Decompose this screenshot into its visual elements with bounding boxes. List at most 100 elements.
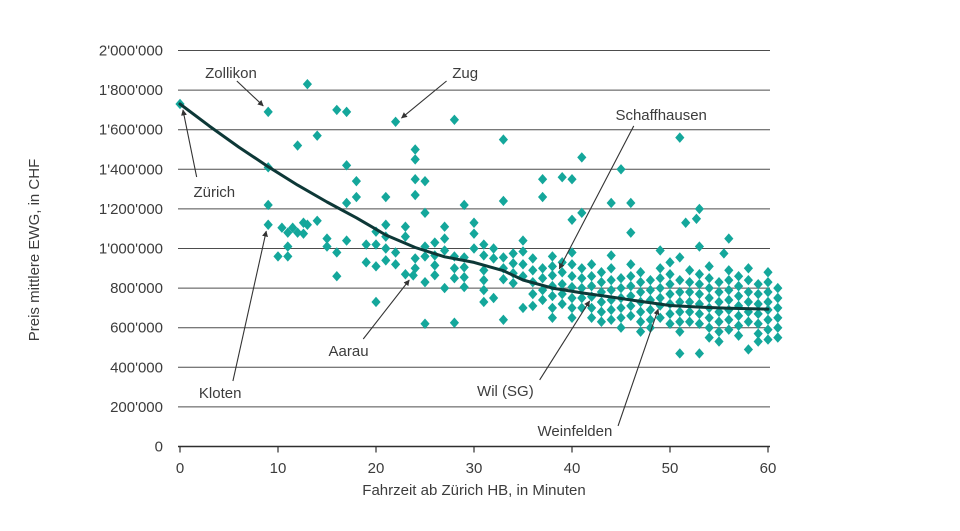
- data-point: [277, 222, 287, 233]
- data-point: [596, 296, 606, 308]
- data-point: [714, 336, 724, 347]
- annotation-label-aarau: Aarau: [329, 343, 369, 360]
- data-point: [763, 314, 773, 325]
- data-point: [420, 276, 430, 288]
- data-point: [371, 239, 381, 250]
- data-point: [626, 197, 636, 209]
- data-point: [724, 314, 734, 325]
- data-point: [567, 174, 577, 185]
- data-point: [645, 274, 655, 286]
- data-point: [763, 324, 773, 335]
- data-point: [518, 259, 528, 270]
- data-point: [408, 270, 418, 281]
- data-point: [704, 332, 714, 343]
- data-point: [606, 314, 616, 325]
- data-point: [655, 263, 665, 274]
- data-point: [763, 286, 773, 298]
- annotation-arrow-zuerich: [181, 109, 198, 178]
- data-point: [587, 302, 597, 314]
- y-axis-title: Preis mittlere EWG, in CHF: [26, 158, 43, 342]
- x-tick-label: 20: [368, 460, 385, 477]
- data-point: [753, 308, 763, 320]
- annotation-arrow-kloten: [232, 230, 268, 382]
- data-point: [479, 250, 489, 261]
- data-point: [538, 273, 548, 284]
- data-point: [606, 250, 616, 261]
- data-point: [263, 219, 273, 230]
- data-point: [567, 312, 577, 323]
- data-point: [773, 312, 783, 323]
- data-point: [400, 231, 410, 242]
- data-point: [273, 251, 283, 262]
- data-point: [381, 191, 391, 203]
- data-point: [724, 265, 734, 276]
- data-point: [498, 252, 508, 263]
- data-point: [626, 300, 636, 312]
- data-point: [577, 273, 587, 284]
- data-point: [293, 140, 303, 151]
- data-point: [616, 322, 626, 333]
- data-point: [440, 233, 450, 244]
- data-point: [685, 306, 695, 318]
- data-point: [518, 302, 528, 314]
- data-point: [498, 263, 508, 274]
- data-point: [724, 274, 734, 286]
- data-point: [773, 302, 783, 314]
- data-point: [381, 219, 391, 230]
- data-point: [547, 270, 557, 281]
- data-point: [528, 300, 538, 312]
- data-point: [538, 284, 548, 296]
- data-point: [288, 222, 298, 233]
- data-point: [704, 282, 714, 294]
- data-point: [587, 259, 597, 270]
- x-tick-label: 0: [176, 460, 184, 477]
- annotation-arrow-schaffhausen: [558, 125, 635, 270]
- data-point: [743, 286, 753, 298]
- data-point: [606, 197, 616, 209]
- data-point: [734, 271, 744, 282]
- y-tick-label: 400'000: [110, 359, 163, 376]
- data-point: [391, 247, 401, 258]
- data-point: [685, 286, 695, 298]
- data-point: [753, 278, 763, 290]
- data-point: [469, 228, 479, 239]
- data-point: [685, 316, 695, 327]
- data-point: [440, 282, 450, 294]
- data-point: [704, 322, 714, 333]
- data-point: [616, 273, 626, 284]
- y-tick-label: 1'800'000: [99, 82, 163, 99]
- data-point: [753, 318, 763, 329]
- data-point: [322, 233, 332, 244]
- data-point: [567, 302, 577, 314]
- annotation-label-wil-sg: Wil (SG): [477, 383, 534, 400]
- data-point: [616, 312, 626, 323]
- data-point: [626, 280, 636, 292]
- y-tick-label: 1'000'000: [99, 241, 163, 258]
- annotation-label-zug: Zug: [452, 65, 478, 82]
- data-point: [655, 245, 665, 256]
- data-point: [489, 243, 499, 254]
- data-point: [596, 316, 606, 327]
- data-point: [753, 298, 763, 310]
- data-point: [449, 317, 459, 328]
- data-point: [420, 318, 430, 329]
- data-point: [636, 276, 646, 288]
- data-point: [763, 276, 773, 288]
- data-point: [400, 269, 410, 280]
- annotation-label-zuerich: Zürich: [193, 184, 235, 201]
- data-point: [361, 257, 371, 268]
- data-point: [567, 271, 577, 282]
- data-point: [714, 286, 724, 298]
- data-point: [332, 271, 342, 282]
- data-point: [694, 241, 704, 252]
- data-point: [694, 278, 704, 290]
- data-point: [773, 332, 783, 343]
- data-point: [734, 310, 744, 322]
- trend-curve: [178, 102, 770, 311]
- data-point: [332, 104, 342, 116]
- data-point: [719, 248, 729, 259]
- data-point: [459, 281, 469, 293]
- data-point: [547, 312, 557, 323]
- data-point: [587, 271, 597, 282]
- data-point: [704, 312, 714, 323]
